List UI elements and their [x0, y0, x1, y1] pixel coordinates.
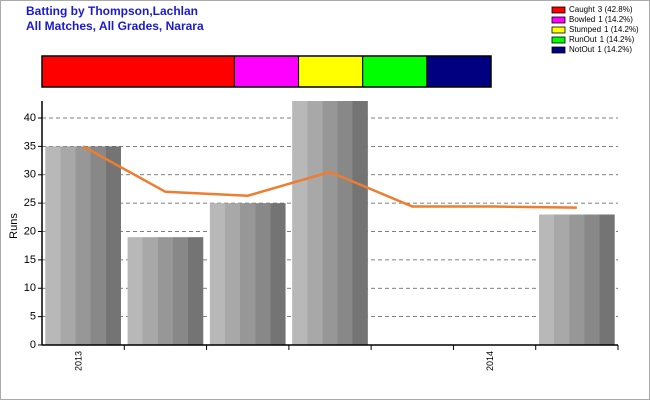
- y-tick-label: 10: [24, 282, 36, 294]
- chart-title: Batting by Thompson,Lachlan: [26, 4, 198, 18]
- legend-name: Stumped: [569, 25, 601, 34]
- x-tick-label: 2014: [485, 351, 495, 371]
- legend-name: Caught: [569, 5, 596, 14]
- legend-value: 1 (14.2%): [600, 35, 635, 44]
- legend-value: 1 (14.2%): [604, 25, 639, 34]
- legend-value: 1 (14.2%): [597, 45, 632, 54]
- bar: [45, 146, 121, 345]
- bar: [539, 214, 615, 345]
- legend-swatch: [551, 16, 566, 24]
- dismissal-segment: [426, 55, 492, 88]
- y-tick-label: 20: [24, 225, 36, 237]
- legend-entry: Bowled 1 (14.2%): [569, 15, 633, 24]
- y-tick-label: 25: [24, 197, 36, 209]
- legend-swatch: [551, 46, 566, 54]
- strip-border: [41, 55, 492, 88]
- dismissal-segment: [362, 55, 428, 88]
- chart-subtitle: All Matches, All Grades, Narara: [26, 19, 204, 33]
- legend-name: RunOut: [569, 35, 597, 44]
- y-tick-label: 30: [24, 169, 36, 181]
- legend-entry: Caught 3 (42.8%): [569, 5, 633, 14]
- dismissal-segment: [233, 55, 300, 88]
- dismissal-segment: [41, 55, 235, 88]
- legend-name: Bowled: [569, 15, 595, 24]
- legend-swatch: [551, 6, 566, 14]
- y-tick-label: 40: [24, 112, 36, 124]
- bar: [127, 237, 204, 345]
- legend-value: 3 (42.8%): [598, 5, 633, 14]
- legend-entry: Stumped 1 (14.2%): [569, 25, 639, 34]
- y-tick-label: 15: [24, 254, 36, 266]
- average-line: [82, 145, 577, 209]
- legend-value: 1 (14.2%): [598, 15, 633, 24]
- legend-name: NotOut: [569, 45, 595, 54]
- legend-entry: NotOut 1 (14.2%): [569, 45, 632, 54]
- x-tick-label: 2013: [74, 351, 84, 371]
- legend-entry: RunOut 1 (14.2%): [569, 35, 635, 44]
- bar: [209, 203, 286, 345]
- y-axis-label: Runs: [8, 213, 20, 239]
- y-tick-label: 0: [30, 339, 36, 351]
- y-tick-label: 35: [24, 140, 36, 152]
- dismissal-segment: [298, 55, 364, 88]
- legend-swatch: [551, 36, 566, 44]
- legend-swatch: [551, 26, 566, 34]
- bar: [292, 101, 368, 345]
- y-tick-label: 5: [30, 311, 36, 323]
